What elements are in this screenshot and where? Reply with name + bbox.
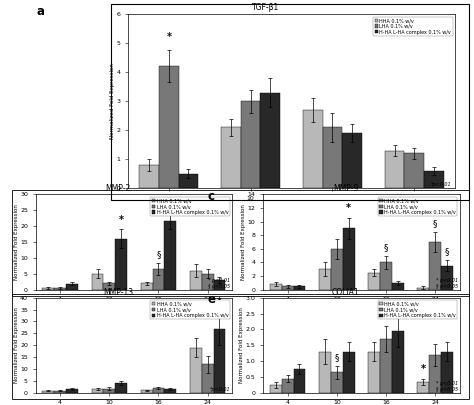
- Bar: [331, 249, 343, 290]
- Bar: [202, 274, 214, 290]
- Text: §: §: [156, 250, 161, 259]
- Legend: HHA 0.1% w/v, LHA 0.1% w/v, H-HA L-HA complex 0.1% w/v: HHA 0.1% w/v, LHA 0.1% w/v, H-HA L-HA co…: [378, 197, 457, 216]
- Text: * p<0.01
§ p<0.05: * p<0.01 § p<0.05: [208, 278, 230, 289]
- Bar: [115, 383, 127, 393]
- Bar: [293, 369, 305, 393]
- Text: *: *: [421, 364, 426, 374]
- Text: *: *: [217, 297, 222, 307]
- Bar: [91, 389, 103, 393]
- Text: §: §: [335, 353, 339, 362]
- Bar: [343, 228, 355, 290]
- Bar: [241, 101, 260, 188]
- Bar: [54, 288, 66, 290]
- X-axis label: Time (h): Time (h): [278, 202, 305, 207]
- Bar: [368, 352, 380, 393]
- Bar: [260, 92, 280, 188]
- Text: *: *: [118, 215, 124, 224]
- Text: COLIA1: COLIA1: [332, 288, 359, 297]
- Bar: [214, 280, 225, 290]
- Text: MMP-13: MMP-13: [103, 288, 133, 297]
- Bar: [270, 284, 282, 290]
- Y-axis label: Normalized Fold Expression: Normalized Fold Expression: [14, 204, 18, 280]
- Text: §: §: [433, 219, 438, 228]
- Bar: [179, 174, 198, 188]
- Bar: [331, 372, 343, 393]
- X-axis label: Time (h): Time (h): [348, 304, 374, 309]
- Bar: [319, 269, 331, 290]
- Bar: [282, 286, 293, 290]
- Bar: [441, 352, 453, 393]
- Legend: HHA 0.1% w/v, LHA 0.1% w/v, H-HA L-HA complex 0.1% w/v: HHA 0.1% w/v, LHA 0.1% w/v, H-HA L-HA co…: [378, 300, 457, 320]
- Bar: [214, 328, 225, 393]
- Bar: [429, 242, 441, 290]
- Bar: [221, 127, 241, 188]
- Bar: [54, 391, 66, 393]
- Legend: HHA 0.1% w/v, LHA 0.1% w/v, H-HA L-HA complex 0.1% w/v: HHA 0.1% w/v, LHA 0.1% w/v, H-HA L-HA co…: [373, 17, 453, 36]
- Text: §: §: [384, 243, 388, 252]
- Bar: [303, 110, 323, 188]
- Bar: [103, 283, 115, 290]
- Bar: [141, 390, 153, 393]
- Bar: [202, 364, 214, 393]
- Legend: HHA 0.1% w/v, LHA 0.1% w/v, H-HA L-HA complex 0.1% w/v: HHA 0.1% w/v, LHA 0.1% w/v, H-HA L-HA co…: [150, 300, 230, 320]
- Bar: [429, 355, 441, 393]
- Bar: [342, 133, 362, 188]
- Y-axis label: Normalized Fold Expression: Normalized Fold Expression: [241, 204, 246, 280]
- Text: §: §: [445, 247, 449, 256]
- Y-axis label: Normalized Fold Expression: Normalized Fold Expression: [14, 307, 18, 383]
- Bar: [43, 391, 54, 393]
- Bar: [418, 288, 429, 290]
- Bar: [159, 66, 179, 188]
- Text: c: c: [208, 190, 215, 202]
- Bar: [441, 266, 453, 290]
- Bar: [404, 153, 424, 188]
- Text: *p<0.01: *p<0.01: [431, 181, 452, 187]
- Bar: [153, 388, 164, 393]
- Bar: [91, 274, 103, 290]
- Text: *: *: [166, 32, 172, 42]
- Text: * p<0.01
§ p<0.05: * p<0.01 § p<0.05: [436, 381, 458, 392]
- Text: *p<0.01: *p<0.01: [210, 387, 230, 392]
- Bar: [66, 389, 78, 393]
- Bar: [418, 382, 429, 393]
- Bar: [190, 271, 202, 290]
- Text: *: *: [346, 203, 351, 213]
- Text: e: e: [208, 293, 216, 306]
- Bar: [141, 283, 153, 290]
- Y-axis label: Normalized Fold Expression: Normalized Fold Expression: [239, 307, 244, 383]
- Text: a: a: [36, 5, 45, 19]
- Bar: [66, 284, 78, 290]
- Bar: [392, 283, 404, 290]
- Bar: [380, 262, 392, 290]
- Legend: HHA 0.1% w/v, LHA 0.1% w/v, H-HA L-HA complex 0.1% w/v: HHA 0.1% w/v, LHA 0.1% w/v, H-HA L-HA co…: [150, 197, 230, 216]
- Text: MMP-9: MMP-9: [333, 184, 358, 194]
- Bar: [385, 151, 404, 188]
- Text: *: *: [168, 199, 173, 209]
- Text: TGF-β1: TGF-β1: [252, 3, 279, 13]
- Bar: [343, 352, 355, 393]
- Bar: [190, 347, 202, 393]
- Bar: [43, 288, 54, 290]
- Bar: [164, 222, 176, 290]
- Bar: [323, 127, 342, 188]
- Bar: [293, 286, 305, 290]
- Bar: [153, 269, 164, 290]
- Bar: [139, 165, 159, 188]
- Y-axis label: Normalized Fold Expression: Normalized Fold Expression: [110, 63, 115, 139]
- Bar: [319, 352, 331, 393]
- Bar: [392, 331, 404, 393]
- Bar: [282, 379, 293, 393]
- Bar: [164, 389, 176, 393]
- Text: MMP-2: MMP-2: [106, 184, 131, 194]
- Bar: [424, 171, 444, 188]
- Bar: [270, 385, 282, 393]
- Bar: [380, 339, 392, 393]
- Text: * p<0.01
§ p<0.05: * p<0.01 § p<0.05: [436, 278, 458, 289]
- X-axis label: Time (h): Time (h): [121, 304, 147, 309]
- Bar: [103, 388, 115, 393]
- Bar: [368, 273, 380, 290]
- Bar: [115, 239, 127, 290]
